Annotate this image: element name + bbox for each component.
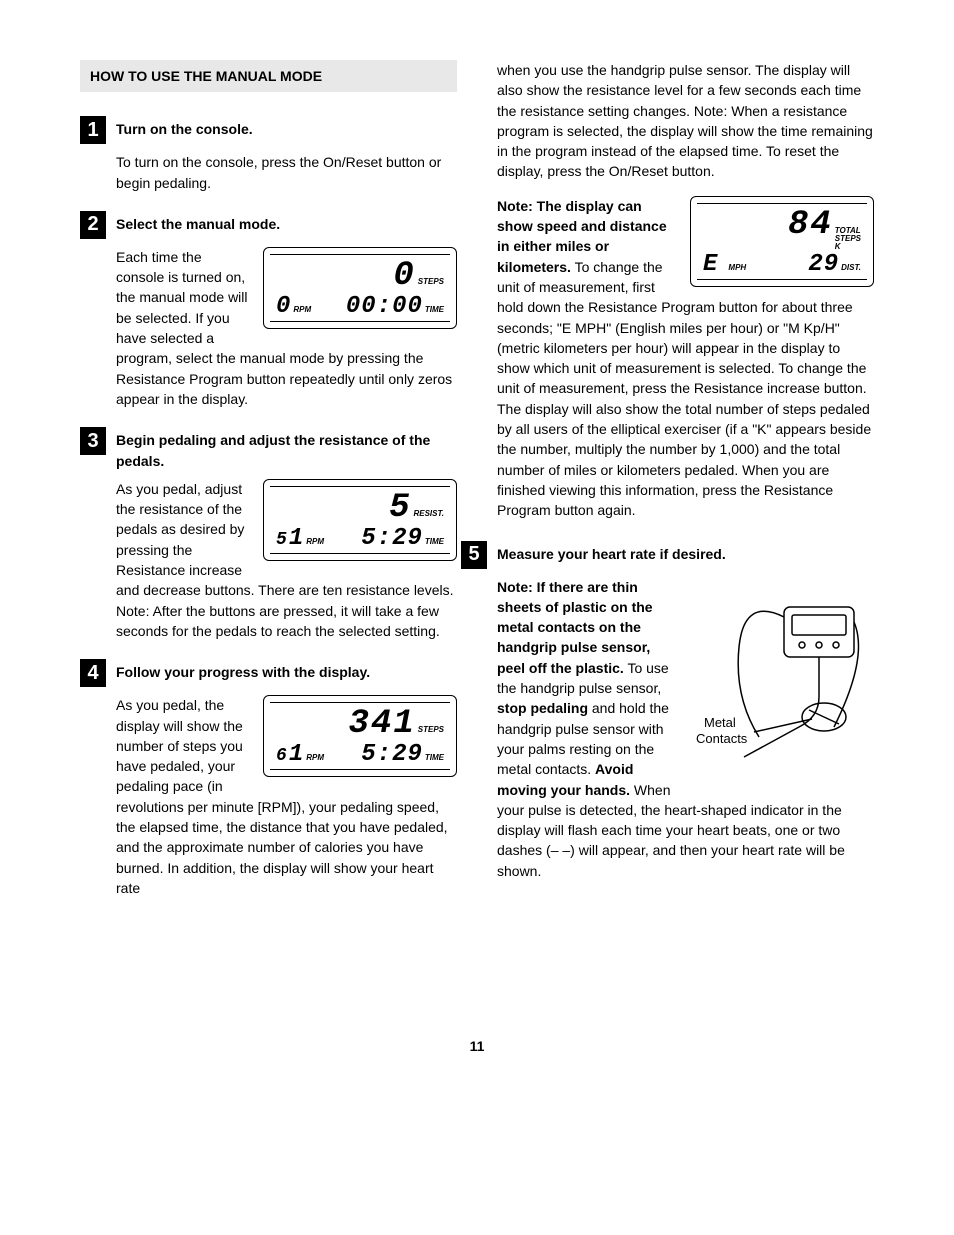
left-column: HOW TO USE THE MANUAL MODE 1 Turn on the…: [80, 60, 457, 916]
display-total-value: 84: [788, 208, 833, 242]
display-rpm-label: RPM: [306, 536, 324, 548]
section-header: HOW TO USE THE MANUAL MODE: [80, 60, 457, 92]
step-1-title: Turn on the console.: [116, 116, 253, 139]
handgrip-sensor-figure: Metal Contacts: [684, 577, 874, 782]
step-3-body: 5 RESIST. 5 1 RPM 5:29: [116, 479, 457, 641]
step-4-body: 341 STEPS 6 1 RPM 5:29: [116, 695, 457, 898]
display-resist-label: RESIST.: [413, 508, 444, 520]
step-3-title: Begin pedaling and adjust the resistance…: [116, 427, 457, 471]
display-time-label: TIME: [425, 752, 444, 764]
step-4-display: 341 STEPS 6 1 RPM 5:29: [263, 695, 457, 777]
display-resist-value: 5: [389, 491, 411, 525]
display-steps-label: STEPS: [418, 276, 444, 288]
step-3-header: 3 Begin pedaling and adjust the resistan…: [80, 427, 457, 471]
step-4-title: Follow your progress with the display.: [116, 659, 370, 682]
display-k-label: K: [835, 243, 841, 251]
display-time-value: 5:29: [361, 527, 423, 551]
step-5-title: Measure your heart rate if desired.: [497, 541, 726, 564]
display-time-value: 00:00: [346, 295, 423, 319]
display-rpm-value: 1: [289, 527, 304, 551]
fig-label-metal: Metal: [704, 715, 736, 730]
step-number-3: 3: [80, 427, 106, 455]
display-steps-label: STEPS: [418, 724, 444, 736]
step-3-after-text: decrease buttons. There are ten resistan…: [116, 582, 454, 639]
step-4-display-2: 84 TOTAL STEPS K E MPH: [690, 196, 874, 287]
step-2-body: 0 STEPS 0 RPM 00:00 TIME: [116, 247, 457, 409]
display-steps-value: 341: [349, 707, 416, 741]
display-time-label: TIME: [425, 536, 444, 548]
display-steps-value: 0: [393, 259, 415, 293]
display-dist-value: 29: [808, 253, 839, 277]
display-e-value: E: [703, 253, 718, 277]
step-4-header: 4 Follow your progress with the display.: [80, 659, 457, 687]
handgrip-sensor-icon: Metal Contacts: [684, 577, 874, 777]
display-mph-label: MPH: [728, 262, 746, 274]
display-time-label: TIME: [425, 304, 444, 316]
display-left-small: 5: [276, 531, 287, 549]
display-left-small: 6: [276, 747, 287, 765]
display-rpm-value: 0: [276, 295, 291, 319]
display-dist-label: DIST.: [841, 262, 861, 274]
right-column: when you use the handgrip pulse sensor. …: [497, 60, 874, 916]
step-3-wrap-text: As you pedal, adjust the resistance of t…: [116, 481, 244, 598]
fig-label-contacts: Contacts: [696, 731, 748, 746]
step-2-display: 0 STEPS 0 RPM 00:00 TIME: [263, 247, 457, 329]
step-2-wrap-text: Each time the console is turned on, the …: [116, 249, 248, 366]
display-time-value: 5:29: [361, 743, 423, 767]
step-1-text: To turn on the console, press the On/Res…: [116, 152, 457, 193]
step-2-header: 2 Select the manual mode.: [80, 211, 457, 239]
step-5-body: Metal Contacts Note: If there are thin s…: [497, 577, 874, 881]
step-number-1: 1: [80, 116, 106, 144]
step-5-header: 5 Measure your heart rate if desired.: [461, 541, 874, 569]
step-1-body: To turn on the console, press the On/Res…: [116, 152, 457, 193]
step-2-title: Select the manual mode.: [116, 211, 280, 234]
step-5-bold-2: stop pedaling: [497, 700, 588, 716]
step-number-5: 5: [461, 541, 487, 569]
step-3-display: 5 RESIST. 5 1 RPM 5:29: [263, 479, 457, 561]
step-4-wrap-text: As you pedal, the display will show the …: [116, 697, 258, 814]
step-4-continued-1: when you use the handgrip pulse sensor. …: [497, 60, 874, 182]
step-number-2: 2: [80, 211, 106, 239]
step-4-continued-2: hold down the Resistance Program button …: [497, 299, 871, 518]
page-number: 11: [80, 1036, 874, 1056]
display-rpm-label: RPM: [306, 752, 324, 764]
display-rpm-value: 1: [289, 743, 304, 767]
step-number-4: 4: [80, 659, 106, 687]
step-1-header: 1 Turn on the console.: [80, 116, 457, 144]
display-rpm-label: RPM: [293, 304, 311, 316]
